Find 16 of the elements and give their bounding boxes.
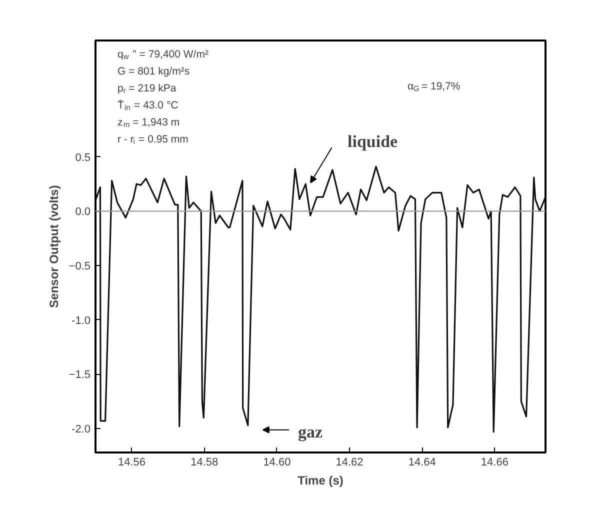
x-tick-label: 14.60 — [263, 456, 291, 468]
y-tick-label: -2.0 — [72, 424, 91, 436]
y-tick-label: −0.5 — [68, 260, 91, 273]
x-axis-title: Time (s) — [298, 474, 344, 488]
y-axis-title: Sensor Output (volts) — [46, 185, 61, 308]
x-tick-label: 14.58 — [190, 456, 218, 468]
x-tick-label: 14.62 — [336, 456, 364, 468]
y-tick-label: -1.0 — [72, 314, 91, 327]
x-tick-label: 14.66 — [480, 456, 508, 468]
y-tick-label: 0.0 — [75, 206, 91, 218]
x-tick-label: 14.64 — [408, 456, 436, 468]
x-tick-label: 14.56 — [118, 456, 146, 468]
annotation: liquide — [348, 132, 398, 151]
annotation: gaz — [298, 422, 323, 442]
y-tick-label: −1.5 — [68, 369, 91, 382]
y-tick-label: 0.5 — [75, 152, 91, 164]
